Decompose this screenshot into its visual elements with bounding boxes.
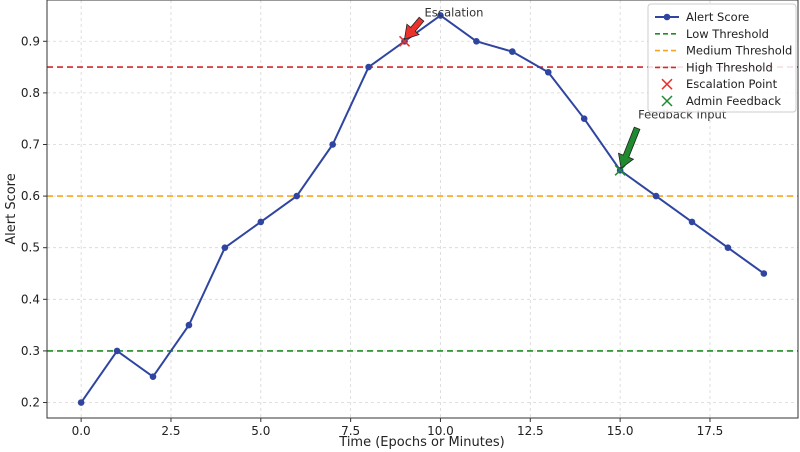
legend-handle-x [661, 78, 673, 90]
data-point [724, 244, 732, 252]
legend-handle-x [661, 95, 673, 107]
y-tick-label: 0.4 [21, 292, 40, 306]
y-tick-label: 0.7 [21, 137, 40, 151]
x-tick-label: 17.5 [697, 424, 724, 438]
data-point [688, 218, 696, 226]
escalation-annotation: Escalation [425, 5, 484, 19]
plot-frame [46, 0, 799, 419]
feedback-arrow-icon [617, 126, 641, 170]
legend: Alert Score Low Threshold Medium Threshold… [647, 3, 797, 113]
x-tick-label: 5.0 [251, 424, 270, 438]
x-tick-label: 0.0 [72, 424, 91, 438]
legend-label: High Threshold [686, 60, 773, 74]
x-axis: 0.0 2.5 5.0 7.5 10.0 12.5 15.0 17.5 [72, 418, 724, 438]
data-point [77, 399, 85, 406]
y-tick-label: 0.5 [21, 241, 40, 255]
y-tick-label: 0.2 [21, 396, 40, 410]
data-point [544, 68, 552, 76]
data-point [365, 63, 372, 71]
x-tick-label: 7.5 [341, 424, 360, 438]
series-line-alert-score [80, 14, 765, 404]
y-tick-label: 0.8 [21, 86, 40, 100]
data-point [580, 115, 588, 122]
data-point [473, 37, 480, 45]
data-point [652, 192, 660, 200]
data-point [113, 347, 121, 355]
escalation-arrow-icon [404, 16, 425, 40]
y-tick-label: 0.3 [21, 344, 40, 358]
data-point [221, 244, 229, 252]
x-tick-label: 10.0 [427, 424, 454, 438]
legend-label: Escalation Point [686, 77, 778, 91]
data-point [329, 141, 336, 148]
y-tick-label: 0.9 [21, 34, 40, 48]
y-tick-label: 0.6 [21, 189, 40, 203]
data-point [185, 321, 193, 329]
data-point [437, 12, 444, 19]
data-point [293, 192, 301, 200]
x-axis-label: Time (Epochs or Minutes) [338, 435, 504, 450]
legend-label: Alert Score [686, 10, 749, 24]
legend-label: Low Threshold [686, 27, 769, 41]
legend-label: Medium Threshold [686, 44, 792, 58]
legend-handle-dot [663, 13, 671, 21]
x-tick-label: 2.5 [161, 424, 180, 438]
data-point [509, 48, 516, 55]
y-axis-label: Alert Score [4, 173, 19, 245]
data-point [149, 373, 157, 381]
data-point [760, 270, 768, 277]
legend-label: Admin Feedback [686, 94, 781, 108]
y-axis: 0.2 0.3 0.4 0.5 0.6 0.7 0.8 0.9 [21, 34, 47, 410]
legend-box [647, 3, 797, 113]
data-point [257, 218, 265, 226]
x-tick-label: 15.0 [607, 424, 634, 438]
x-tick-label: 12.5 [517, 424, 544, 438]
